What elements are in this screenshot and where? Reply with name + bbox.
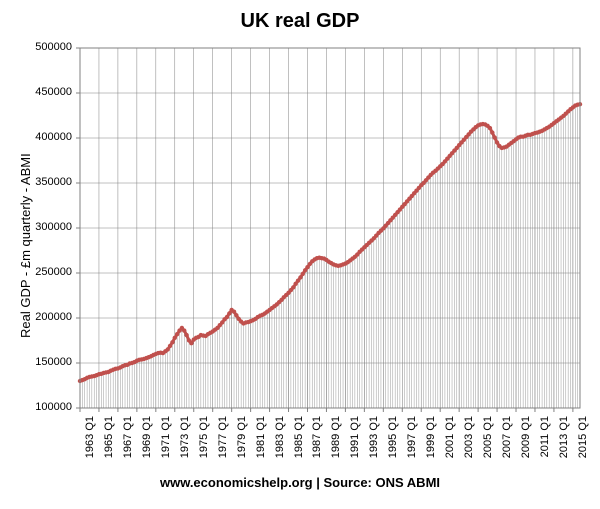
x-tick-label: 1995 Q1 [387, 416, 399, 466]
x-tick-label: 2011 Q1 [539, 416, 551, 466]
y-tick-label: 100000 [0, 401, 72, 413]
x-tick-label: 2007 Q1 [501, 416, 513, 466]
y-tick-label: 500000 [0, 41, 72, 53]
chart-frame: { "chart": { "type": "line-area", "title… [0, 0, 600, 509]
x-tick-label: 1979 Q1 [236, 416, 248, 466]
x-tick-label: 1975 Q1 [198, 416, 210, 466]
x-tick-label: 1965 Q1 [103, 416, 115, 466]
x-tick-label: 1983 Q1 [274, 416, 286, 466]
x-tick-label: 2015 Q1 [577, 416, 589, 466]
y-tick-label: 250000 [0, 266, 72, 278]
x-tick-label: 1991 Q1 [349, 416, 361, 466]
x-tick-label: 1981 Q1 [255, 416, 267, 466]
x-tick-label: 2001 Q1 [444, 416, 456, 466]
x-tick-label: 1987 Q1 [311, 416, 323, 466]
x-tick-label: 2005 Q1 [482, 416, 494, 466]
x-tick-label: 1985 Q1 [293, 416, 305, 466]
x-tick-label: 1973 Q1 [179, 416, 191, 466]
y-tick-label: 350000 [0, 176, 72, 188]
x-tick-label: 1977 Q1 [217, 416, 229, 466]
x-tick-label: 1997 Q1 [406, 416, 418, 466]
y-tick-label: 150000 [0, 356, 72, 368]
x-tick-label: 2013 Q1 [558, 416, 570, 466]
x-tick-label: 1993 Q1 [368, 416, 380, 466]
x-tick-label: 1969 Q1 [141, 416, 153, 466]
y-tick-label: 450000 [0, 86, 72, 98]
x-tick-label: 1999 Q1 [425, 416, 437, 466]
x-tick-label: 2003 Q1 [463, 416, 475, 466]
y-tick-label: 300000 [0, 221, 72, 233]
x-tick-label: 1967 Q1 [122, 416, 134, 466]
x-tick-label: 2009 Q1 [520, 416, 532, 466]
x-tick-label: 1963 Q1 [84, 416, 96, 466]
x-tick-label: 1971 Q1 [160, 416, 172, 466]
y-tick-label: 400000 [0, 131, 72, 143]
x-tick-label: 1989 Q1 [330, 416, 342, 466]
y-tick-label: 200000 [0, 311, 72, 323]
